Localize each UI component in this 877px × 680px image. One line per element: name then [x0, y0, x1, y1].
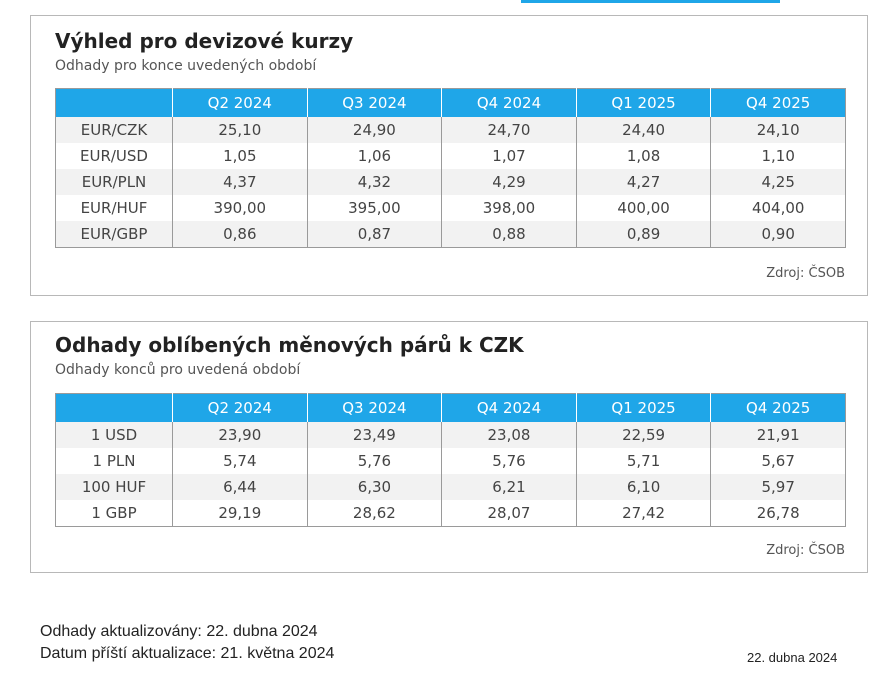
table-cell: 0,89 [575, 221, 711, 248]
table-row: 1 PLN 5,74 5,76 5,76 5,71 5,67 [55, 448, 846, 474]
table-row: 1 GBP 29,19 28,62 28,07 27,42 26,78 [55, 500, 846, 527]
table-cell: 28,62 [306, 500, 442, 527]
table-cell: 29,19 [172, 500, 308, 527]
row-label: EUR/USD [55, 143, 173, 169]
header-cell: Q1 2025 [575, 393, 711, 422]
table-cell: 5,76 [441, 448, 577, 474]
header-cell: Q4 2024 [441, 88, 577, 117]
source-note: Zdroj: ČSOB [766, 543, 845, 558]
table-row: EUR/GBP 0,86 0,87 0,88 0,89 0,90 [55, 221, 846, 248]
table-header-row: Q2 2024 Q3 2024 Q4 2024 Q1 2025 Q4 2025 [55, 393, 846, 422]
table-cell: 23,49 [306, 422, 442, 448]
table-cell: 1,06 [306, 143, 442, 169]
page-date: 22. dubna 2024 [747, 650, 838, 665]
table-cell: 0,87 [306, 221, 442, 248]
header-cell: Q4 2025 [710, 88, 846, 117]
table-cell: 6,21 [441, 474, 577, 500]
header-cell: Q4 2024 [441, 393, 577, 422]
czk-pairs-table: Q2 2024 Q3 2024 Q4 2024 Q1 2025 Q4 2025 … [55, 393, 846, 527]
header-cell [55, 88, 173, 117]
table-cell: 24,40 [575, 117, 711, 143]
table-cell: 400,00 [575, 195, 711, 221]
fx-outlook-panel: Výhled pro devizové kurzy Odhady pro kon… [30, 15, 868, 296]
source-note: Zdroj: ČSOB [766, 266, 845, 281]
panel-subtitle: Odhady konců pro uvedená období [55, 362, 301, 378]
row-label: EUR/PLN [55, 169, 173, 195]
table-cell: 27,42 [575, 500, 711, 527]
table-row: EUR/HUF 390,00 395,00 398,00 400,00 404,… [55, 195, 846, 221]
table-cell: 23,08 [441, 422, 577, 448]
table-cell: 1,05 [172, 143, 308, 169]
table-cell: 21,91 [710, 422, 846, 448]
row-label: 1 USD [55, 422, 173, 448]
row-label: 1 PLN [55, 448, 173, 474]
table-header-row: Q2 2024 Q3 2024 Q4 2024 Q1 2025 Q4 2025 [55, 88, 846, 117]
table-cell: 395,00 [306, 195, 442, 221]
table-cell: 4,29 [441, 169, 577, 195]
header-cell: Q2 2024 [172, 88, 308, 117]
table-cell: 23,90 [172, 422, 308, 448]
top-accent-bar [521, 0, 780, 3]
table-cell: 4,32 [306, 169, 442, 195]
table-cell: 24,90 [306, 117, 442, 143]
table-cell: 5,97 [710, 474, 846, 500]
table-cell: 6,30 [306, 474, 442, 500]
update-info: Odhady aktualizovány: 22. dubna 2024 Dat… [40, 621, 334, 665]
header-cell: Q4 2025 [710, 393, 846, 422]
header-cell: Q3 2024 [306, 393, 442, 422]
table-row: EUR/PLN 4,37 4,32 4,29 4,27 4,25 [55, 169, 846, 195]
czk-pairs-panel: Odhady oblíbených měnových párů k CZK Od… [30, 321, 868, 573]
table-row: 1 USD 23,90 23,49 23,08 22,59 21,91 [55, 422, 846, 448]
table-cell: 5,74 [172, 448, 308, 474]
row-label: EUR/CZK [55, 117, 173, 143]
panel-subtitle: Odhady pro konce uvedených období [55, 58, 317, 74]
header-cell: Q2 2024 [172, 393, 308, 422]
header-cell: Q1 2025 [575, 88, 711, 117]
row-label: 100 HUF [55, 474, 173, 500]
row-label: EUR/HUF [55, 195, 173, 221]
table-cell: 4,25 [710, 169, 846, 195]
table-cell: 6,44 [172, 474, 308, 500]
table-cell: 5,71 [575, 448, 711, 474]
header-cell: Q3 2024 [306, 88, 442, 117]
table-cell: 398,00 [441, 195, 577, 221]
table-cell: 4,37 [172, 169, 308, 195]
table-cell: 404,00 [710, 195, 846, 221]
table-cell: 4,27 [575, 169, 711, 195]
table-row: 100 HUF 6,44 6,30 6,21 6,10 5,97 [55, 474, 846, 500]
row-label: EUR/GBP [55, 221, 173, 248]
table-cell: 390,00 [172, 195, 308, 221]
table-row: EUR/USD 1,05 1,06 1,07 1,08 1,10 [55, 143, 846, 169]
table-cell: 1,10 [710, 143, 846, 169]
table-cell: 1,08 [575, 143, 711, 169]
table-cell: 0,86 [172, 221, 308, 248]
row-label: 1 GBP [55, 500, 173, 527]
table-cell: 5,67 [710, 448, 846, 474]
table-cell: 24,10 [710, 117, 846, 143]
fx-outlook-table: Q2 2024 Q3 2024 Q4 2024 Q1 2025 Q4 2025 … [55, 88, 846, 248]
table-cell: 5,76 [306, 448, 442, 474]
table-cell: 0,88 [441, 221, 577, 248]
table-cell: 28,07 [441, 500, 577, 527]
header-cell [55, 393, 173, 422]
table-cell: 22,59 [575, 422, 711, 448]
table-cell: 25,10 [172, 117, 308, 143]
panel-title: Výhled pro devizové kurzy [55, 29, 354, 53]
table-cell: 24,70 [441, 117, 577, 143]
table-row: EUR/CZK 25,10 24,90 24,70 24,40 24,10 [55, 117, 846, 143]
table-cell: 0,90 [710, 221, 846, 248]
table-cell: 1,07 [441, 143, 577, 169]
table-cell: 26,78 [710, 500, 846, 527]
table-cell: 6,10 [575, 474, 711, 500]
next-update-text: Datum příští aktualizace: 21. května 202… [40, 645, 335, 662]
panel-title: Odhady oblíbených měnových párů k CZK [55, 333, 524, 357]
updated-date-text: Odhady aktualizovány: 22. dubna 2024 [40, 623, 318, 640]
